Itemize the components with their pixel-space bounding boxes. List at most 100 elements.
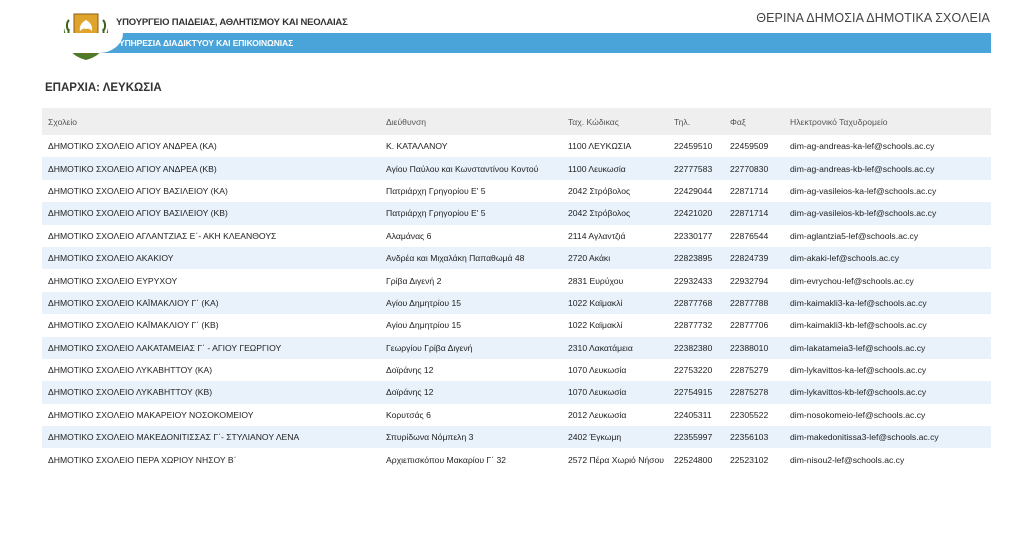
school-postcode: 2720 Ακάκι — [562, 246, 668, 270]
table-header-row: Σχολείο Διεύθυνση Ταχ. Κώδικας Τηλ. Φαξ … — [42, 108, 991, 135]
school-fax: 22770830 — [724, 157, 784, 180]
school-fax: 22877706 — [730, 320, 769, 331]
school-email: dim-kaimakli3-kb-lef@schools.ac.cy — [790, 320, 927, 331]
table-row: ΔΗΜΟΤΙΚΟ ΣΧΟΛΕΙΟ ΑΓΙΟΥ ΑΝΔΡΕΑ (ΚΒ) Αγίου… — [42, 157, 991, 180]
district-title: ΕΠΑΡΧΙΑ: ΛΕΥΚΩΣΙΑ — [45, 82, 162, 94]
school-fax: 22932794 — [730, 275, 769, 286]
school-address: Αγίου Παύλου και Κωνσταντίνου Κοντού — [380, 157, 562, 180]
school-name: ΔΗΜΟΤΙΚΟ ΣΧΟΛΕΙΟ ΛΥΚΑΒΗΤΤΟΥ (ΚΑ) — [48, 365, 213, 376]
school-postcode: 1070 Λευκωσία — [568, 365, 627, 376]
ministry-name: ΥΠΟΥΡΓΕΙΟ ΠΑΙΔΕΙΑΣ, ΑΘΛΗΤΙΣΜΟΥ ΚΑΙ ΝΕΟΛΑ… — [116, 17, 348, 28]
school-postcode: 1070 Λευκωσία — [562, 381, 668, 404]
school-address: Δοϊράνης 12 — [386, 365, 434, 376]
school-phone: 22330177 — [674, 230, 713, 241]
school-address: Ανδρέα και Μιχαλάκη Παπαθωμά 48 — [380, 246, 562, 270]
table-row: ΔΗΜΟΤΙΚΟ ΣΧΟΛΕΙΟ ΜΑΚΕΔΟΝΙΤΙΣΣΑΣ Γ΄- ΣΤΥΛ… — [42, 426, 991, 449]
service-name: ΥΠΗΡΕΣΙΑ ΔΙΑΔΙΚΤΥΟΥ ΚΑΙ ΕΠΙΚΟΙΝΩΝΙΑΣ — [119, 38, 294, 48]
school-name: ΔΗΜΟΤΙΚΟ ΣΧΟΛΕΙΟ ΜΑΚΕΔΟΝΙΤΙΣΣΑΣ Γ΄- ΣΤΥΛ… — [42, 426, 380, 449]
table-row: ΔΗΜΟΤΙΚΟ ΣΧΟΛΕΙΟ ΑΓΙΟΥ ΒΑΣΙΛΕΙΟΥ (ΚΑ) Πα… — [42, 180, 991, 202]
column-header-postcode: Ταχ. Κώδικας — [562, 108, 668, 135]
school-phone: 22777583 — [668, 157, 724, 180]
school-phone: 22459510 — [674, 141, 713, 152]
school-phone: 22823895 — [668, 246, 724, 270]
school-fax: 22876544 — [730, 230, 769, 241]
school-email: dim-ag-andreas-ka-lef@schools.ac.cy — [790, 141, 935, 152]
column-header-address: Διεύθυνση — [380, 108, 562, 135]
school-name: ΔΗΜΟΤΙΚΟ ΣΧΟΛΕΙΟ ΛΑΚΑΤΑΜΕΙΑΣ Γ΄ - ΑΓΙΟΥ … — [42, 336, 380, 359]
table-row: ΔΗΜΟΤΙΚΟ ΣΧΟΛΕΙΟ ΑΓΙΟΥ ΒΑΣΙΛΕΙΟΥ (ΚΒ) Πα… — [42, 202, 991, 225]
school-address: Κ. ΚΑΤΑΛΑΝΟΥ — [386, 141, 448, 152]
school-postcode: 2310 Λακατάμεια — [562, 336, 668, 359]
school-email: dim-aglantzia5-lef@schools.ac.cy — [790, 230, 919, 241]
school-phone: 22429044 — [674, 185, 713, 196]
school-email: dim-lykavittos-kb-lef@schools.ac.cy — [784, 381, 991, 404]
school-phone: 22877732 — [674, 320, 713, 331]
school-address: Γεωργίου Γρίβα Διγενή — [380, 336, 562, 359]
school-fax: 22824739 — [724, 246, 784, 270]
table-row: ΔΗΜΟΤΙΚΟ ΣΧΟΛΕΙΟ ΚΑΪΜΑΚΛΙΟΥ Γ΄ (ΚΒ) Αγίο… — [42, 314, 991, 336]
school-phone: 22405311 — [674, 409, 712, 420]
school-fax: 22877788 — [724, 291, 784, 315]
school-phone: 22524800 — [674, 454, 713, 465]
school-postcode: 2012 Λευκωσία — [568, 409, 627, 420]
school-postcode: 1100 Λευκωσία — [562, 157, 668, 180]
table-row: ΔΗΜΟΤΙΚΟ ΣΧΟΛΕΙΟ ΛΑΚΑΤΑΜΕΙΑΣ Γ΄ - ΑΓΙΟΥ … — [42, 336, 991, 359]
school-address: Αλαμάνας 6 — [386, 230, 432, 241]
school-address: Πατριάρχη Γρηγορίου Ε' 5 — [380, 202, 562, 225]
school-email: dim-akaki-lef@schools.ac.cy — [784, 246, 991, 270]
school-phone: 22753220 — [674, 365, 713, 376]
school-name: ΔΗΜΟΤΙΚΟ ΣΧΟΛΕΙΟ ΛΥΚΑΒΗΤΤΟΥ (ΚΒ) — [42, 381, 380, 404]
table-row: ΔΗΜΟΤΙΚΟ ΣΧΟΛΕΙΟ ΚΑΪΜΑΚΛΙΟΥ Γ΄ (ΚΑ) Αγίο… — [42, 291, 991, 315]
table-row: ΔΗΜΟΤΙΚΟ ΣΧΟΛΕΙΟ ΛΥΚΑΒΗΤΤΟΥ (ΚΒ) Δοϊράνη… — [42, 381, 991, 404]
school-postcode: 2402 Έγκωμη — [562, 426, 668, 449]
school-phone: 22932433 — [674, 275, 713, 286]
school-name: ΔΗΜΟΤΙΚΟ ΣΧΟΛΕΙΟ ΑΓΙΟΥ ΑΝΔΡΕΑ (ΚΒ) — [42, 157, 380, 180]
school-fax: 22523102 — [730, 454, 769, 465]
school-name: ΔΗΜΟΤΙΚΟ ΣΧΟΛΕΙΟ ΠΕΡΑ ΧΩΡΙΟΥ ΝΗΣΟΥ Β΄ — [48, 454, 237, 465]
school-fax: 22875278 — [724, 381, 784, 404]
school-fax: 22459509 — [730, 141, 769, 152]
table-row: ΔΗΜΟΤΙΚΟ ΣΧΟΛΕΙΟ ΑΓΛΑΝΤΖΙΑΣ Ε΄- ΑΚΗ ΚΛΕΑ… — [42, 225, 991, 247]
school-address: Αγίου Δημητρίου 15 — [386, 320, 462, 331]
school-name: ΔΗΜΟΤΙΚΟ ΣΧΟΛΕΙΟ ΚΑΪΜΑΚΛΙΟΥ Γ΄ (ΚΒ) — [48, 320, 219, 331]
header-bar: ΥΠΗΡΕΣΙΑ ΔΙΑΔΙΚΤΥΟΥ ΚΑΙ ΕΠΙΚΟΙΝΩΝΙΑΣ — [33, 33, 991, 53]
school-fax: 22388010 — [724, 336, 784, 359]
school-name: ΔΗΜΟΤΙΚΟ ΣΧΟΛΕΙΟ ΚΑΪΜΑΚΛΙΟΥ Γ΄ (ΚΑ) — [42, 291, 380, 315]
school-fax: 22875279 — [730, 365, 769, 376]
school-fax: 22871714 — [730, 185, 769, 196]
school-email: dim-kaimakli3-ka-lef@schools.ac.cy — [784, 291, 991, 315]
school-name: ΔΗΜΟΤΙΚΟ ΣΧΟΛΕΙΟ ΑΓΙΟΥ ΒΑΣΙΛΕΙΟΥ (ΚΒ) — [42, 202, 380, 225]
school-name: ΔΗΜΟΤΙΚΟ ΣΧΟΛΕΙΟ ΜΑΚΑΡΕΙΟΥ ΝΟΣΟΚΟΜΕΙΟΥ — [48, 409, 254, 420]
school-email: dim-lykavittos-ka-lef@schools.ac.cy — [790, 365, 927, 376]
school-email: dim-makedonitissa3-lef@schools.ac.cy — [784, 426, 991, 449]
school-address: Πατριάρχη Γρηγορίου Ε' 5 — [386, 185, 486, 196]
school-fax: 22356103 — [724, 426, 784, 449]
table-row: ΔΗΜΟΤΙΚΟ ΣΧΟΛΕΙΟ ΑΓΙΟΥ ΑΝΔΡΕΑ (ΚΑ) Κ. ΚΑ… — [42, 135, 991, 157]
school-fax: 22305522 — [730, 409, 769, 420]
school-address: Αγίου Δημητρίου 15 — [380, 291, 562, 315]
column-header-school: Σχολείο — [42, 108, 380, 135]
school-name: ΔΗΜΟΤΙΚΟ ΣΧΟΛΕΙΟ ΑΓΙΟΥ ΑΝΔΡΕΑ (ΚΑ) — [48, 141, 217, 152]
school-email: dim-lakatameia3-lef@schools.ac.cy — [784, 336, 991, 359]
school-phone: 22421020 — [668, 202, 724, 225]
table-row: ΔΗΜΟΤΙΚΟ ΣΧΟΛΕΙΟ ΛΥΚΑΒΗΤΤΟΥ (ΚΑ) Δοϊράνη… — [42, 359, 991, 381]
table-row: ΔΗΜΟΤΙΚΟ ΣΧΟΛΕΙΟ ΕΥΡΥΧΟΥ Γρίβα Διγενή 2 … — [42, 269, 991, 291]
school-postcode: 2831 Ευρύχου — [568, 275, 624, 286]
school-name: ΔΗΜΟΤΙΚΟ ΣΧΟΛΕΙΟ ΕΥΡΥΧΟΥ — [48, 275, 178, 286]
school-phone: 22877768 — [668, 291, 724, 315]
column-header-fax: Φαξ — [724, 108, 784, 135]
school-phone: 22355997 — [668, 426, 724, 449]
column-header-phone: Τηλ. — [668, 108, 724, 135]
school-address: Δοϊράνης 12 — [380, 381, 562, 404]
school-fax: 22871714 — [724, 202, 784, 225]
table-row: ΔΗΜΟΤΙΚΟ ΣΧΟΛΕΙΟ ΠΕΡΑ ΧΩΡΙΟΥ ΝΗΣΟΥ Β΄ Αρ… — [42, 448, 991, 470]
school-email: dim-ag-andreas-kb-lef@schools.ac.cy — [784, 157, 991, 180]
school-postcode: 1100 ΛΕΥΚΩΣΙΑ — [568, 141, 632, 152]
school-address: Κορυτσάς 6 — [386, 409, 431, 420]
school-address: Αρχιεπισκόπου Μακαρίου Γ΄ 32 — [386, 454, 507, 465]
school-email: dim-nisou2-lef@schools.ac.cy — [790, 454, 905, 465]
school-address: Γρίβα Διγενή 2 — [386, 275, 442, 286]
school-phone: 22382380 — [668, 336, 724, 359]
table-row: ΔΗΜΟΤΙΚΟ ΣΧΟΛΕΙΟ ΜΑΚΑΡΕΙΟΥ ΝΟΣΟΚΟΜΕΙΟΥ Κ… — [42, 404, 991, 426]
school-postcode: 2042 Στρόβολος — [568, 185, 631, 196]
